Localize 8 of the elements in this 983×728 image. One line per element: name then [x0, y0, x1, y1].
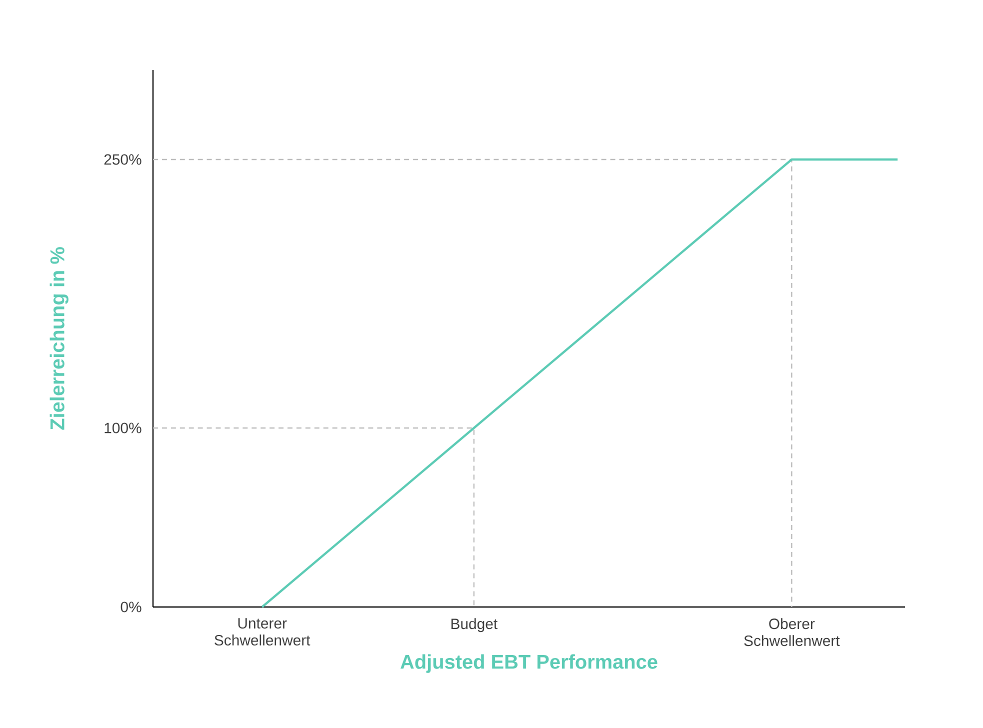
x-tick-label: Unterer Schwellenwert	[214, 618, 310, 646]
y-axis-title: Zielerreichung in %	[50, 247, 68, 430]
y-tick-label: 250%	[104, 154, 142, 165]
x-tick-label: Oberer Schwellenwert	[744, 618, 840, 646]
x-axis-title: Adjusted EBT Performance	[400, 654, 658, 673]
x-tick-label: Budget	[451, 618, 498, 632]
y-tick-label: 0%	[120, 602, 142, 612]
y-tick-label: 100%	[104, 422, 142, 434]
